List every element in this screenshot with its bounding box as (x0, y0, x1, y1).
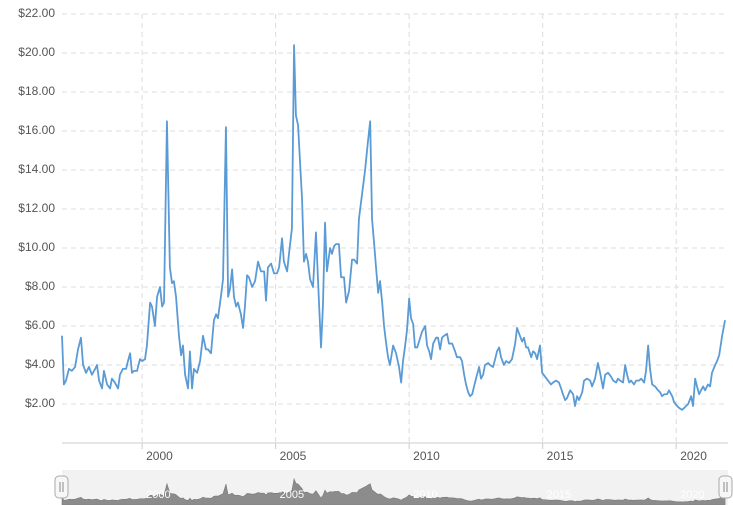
navigator-handle-right[interactable] (718, 475, 733, 499)
handle-body (54, 475, 69, 499)
y-tick-label: $12.00 (18, 201, 55, 215)
y-tick-label: $2.00 (25, 396, 55, 410)
y-tick-label: $20.00 (18, 45, 55, 59)
y-tick-label: $16.00 (18, 123, 55, 137)
handle-body (718, 475, 733, 499)
navigator-handle-left[interactable] (54, 475, 69, 499)
y-tick-label: $14.00 (18, 162, 55, 176)
y-tick-label: $8.00 (25, 279, 55, 293)
y-tick-label: $22.00 (18, 6, 55, 20)
navigator: 2000 2005 2010 2015 2020 (54, 475, 733, 505)
plot (61, 44, 726, 411)
y-tick-label: $18.00 (18, 84, 55, 98)
price-line (61, 44, 726, 411)
x-tick-label: 2005 (280, 449, 307, 463)
y-tick-label: $6.00 (25, 318, 55, 332)
x-tick-label: 2010 (413, 449, 440, 463)
y-tick-label: $10.00 (18, 240, 55, 254)
grid: $2.00 $4.00 $6.00 $8.00 $10.00 $12.00 $14.00 $1… (18, 6, 728, 463)
navigator-tick-label: 2010 (413, 489, 437, 501)
navigator-tick-label: 2005 (280, 489, 304, 501)
y-tick-label: $4.00 (25, 357, 55, 371)
navigator-tick-label: 2000 (146, 489, 170, 501)
navigator-tick-label: 2015 (547, 489, 571, 501)
x-tick-label: 2020 (680, 449, 707, 463)
navigator-area (61, 477, 726, 505)
x-tick-label: 2015 (547, 449, 574, 463)
navigator-tick-label: 2020 (680, 489, 704, 501)
x-tick-label: 2000 (146, 449, 173, 463)
